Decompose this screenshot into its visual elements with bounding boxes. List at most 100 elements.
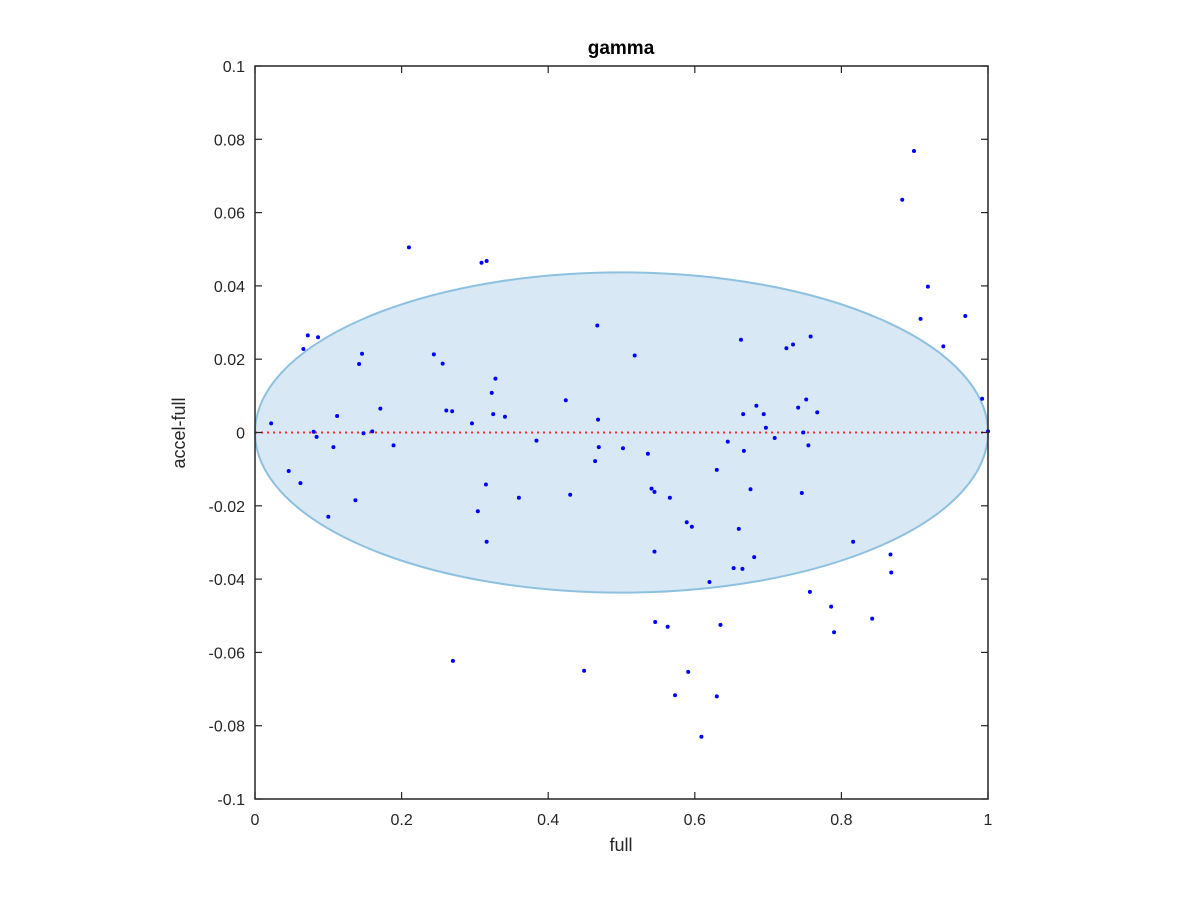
data-point — [620, 446, 625, 451]
data-point — [684, 520, 689, 525]
axis-ticks: 0 0.2 0.4 0.6 0.8 1 -0.1 -0.08 -0.06 -0.04 -0.02 0 0… — [209, 59, 993, 829]
data-point — [301, 346, 306, 351]
data-point — [593, 459, 598, 464]
data-point — [582, 668, 587, 673]
data-point — [370, 429, 375, 434]
data-point — [406, 245, 411, 250]
y-tick-label: 0.02 — [214, 352, 245, 369]
x-tick-label: 0.2 — [390, 812, 412, 829]
data-point — [832, 630, 837, 635]
data-point — [925, 284, 930, 289]
data-point — [941, 344, 946, 349]
y-tick-label: 0.1 — [223, 59, 245, 76]
data-point — [829, 604, 834, 609]
y-tick-label: -0.04 — [209, 572, 246, 589]
data-point — [475, 509, 480, 514]
data-point — [568, 492, 573, 497]
data-point — [516, 495, 521, 500]
data-point — [796, 405, 801, 410]
data-point — [689, 524, 694, 529]
data-point — [808, 334, 813, 339]
data-point — [738, 337, 743, 342]
data-point — [484, 539, 489, 544]
data-point — [665, 624, 670, 629]
data-point — [725, 439, 730, 444]
data-point — [815, 410, 820, 415]
data-point — [502, 414, 507, 419]
data-point — [740, 566, 745, 571]
y-tick-label: -0.02 — [209, 499, 246, 516]
x-tick-label: 0.6 — [684, 812, 706, 829]
data-point — [326, 514, 331, 519]
y-axis-label: accel-full — [169, 397, 189, 468]
data-point — [484, 258, 489, 263]
data-point — [748, 487, 753, 492]
data-point — [596, 445, 601, 450]
data-point — [483, 482, 488, 487]
data-points — [269, 149, 990, 739]
data-point — [911, 149, 916, 154]
data-point — [784, 346, 789, 351]
data-point — [791, 342, 796, 347]
y-tick-label: -0.08 — [209, 719, 246, 736]
data-point — [761, 412, 766, 417]
chart-title: gamma — [588, 38, 655, 59]
data-point — [741, 448, 746, 453]
y-tick-label: 0.06 — [214, 206, 245, 223]
data-point — [652, 549, 657, 554]
data-point — [963, 313, 968, 318]
data-point — [870, 616, 875, 621]
x-tick-label: 0.4 — [537, 812, 559, 829]
data-point — [286, 468, 291, 473]
data-point — [493, 376, 498, 381]
data-point — [736, 526, 741, 531]
data-point — [469, 421, 474, 426]
y-tick-label: -0.1 — [217, 792, 245, 809]
data-point — [807, 589, 812, 594]
data-point — [563, 398, 568, 403]
data-point — [889, 570, 894, 575]
y-tick-label: 0.08 — [214, 132, 245, 149]
x-axis-label: full — [609, 835, 632, 855]
data-point — [804, 397, 809, 402]
data-point — [851, 539, 856, 544]
data-point — [298, 481, 303, 486]
y-tick-label: 0 — [236, 426, 245, 443]
data-point — [444, 408, 449, 413]
x-tick-label: 1 — [984, 812, 993, 829]
data-point — [667, 495, 672, 500]
data-point — [311, 429, 316, 434]
data-point — [752, 555, 757, 560]
data-point — [361, 431, 366, 436]
data-point — [673, 693, 678, 698]
data-point — [741, 412, 746, 417]
data-point — [686, 669, 691, 674]
data-point — [731, 566, 736, 571]
data-point — [305, 333, 310, 338]
data-point — [980, 396, 985, 401]
data-point — [596, 417, 601, 422]
data-point — [699, 734, 704, 739]
data-point — [450, 409, 455, 414]
data-point — [649, 486, 654, 491]
data-point — [653, 619, 658, 624]
data-point — [391, 443, 396, 448]
data-point — [431, 352, 436, 357]
data-point — [335, 414, 340, 419]
data-point — [763, 425, 768, 430]
data-point — [489, 390, 494, 395]
data-point — [632, 353, 637, 358]
data-point — [360, 351, 365, 356]
data-point — [378, 406, 383, 411]
data-point — [918, 316, 923, 321]
data-point — [714, 467, 719, 472]
data-point — [714, 694, 719, 699]
data-point — [331, 445, 336, 450]
data-point — [491, 412, 496, 417]
data-point — [652, 489, 657, 494]
data-point — [595, 323, 600, 328]
data-point — [888, 552, 893, 557]
data-point — [718, 622, 723, 627]
data-point — [534, 438, 539, 443]
